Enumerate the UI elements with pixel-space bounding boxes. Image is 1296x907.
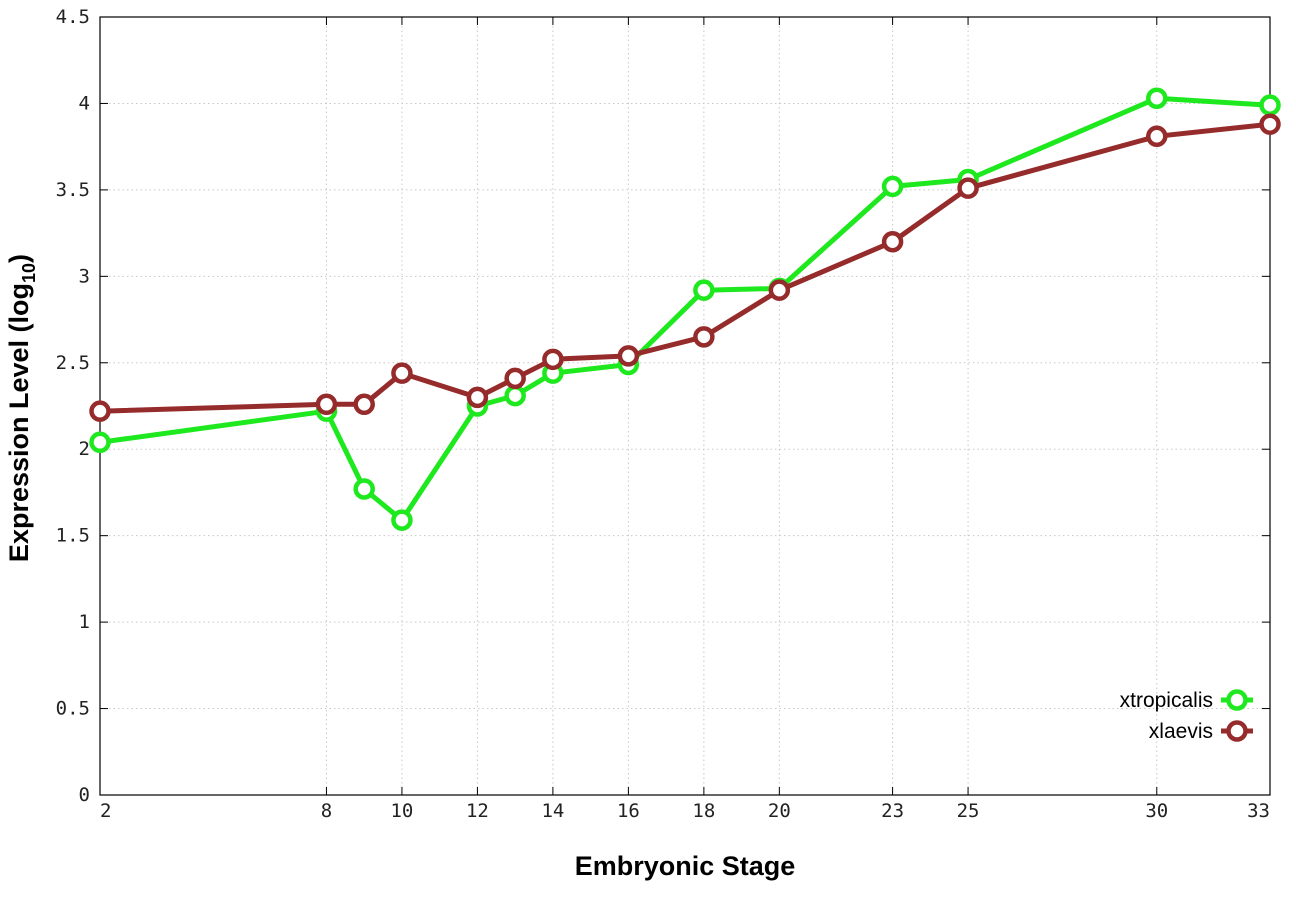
data-point-xlaevis xyxy=(768,279,791,301)
data-point-xlaevis xyxy=(466,386,489,409)
data-point-xtropicalis xyxy=(1259,94,1281,116)
series-xtropicalis xyxy=(89,87,1281,531)
legend-label-xlaevis: xlaevis xyxy=(1149,720,1213,743)
y-tick-label: 0 xyxy=(79,784,90,806)
y-axis-title: Expression Level (log10) xyxy=(4,254,39,562)
data-point-xtropicalis xyxy=(353,478,375,500)
data-point-xtropicalis xyxy=(504,384,526,407)
x-tick-label: 14 xyxy=(541,800,564,822)
data-point-xlaevis xyxy=(391,362,413,384)
y-axis-title-close: ) xyxy=(4,254,34,263)
y-axis-title-subscript: 10 xyxy=(19,263,39,283)
legend-label-xtropicalis: xtropicalis xyxy=(1120,689,1213,712)
y-tick-label: 4 xyxy=(79,92,90,114)
y-tick-label: 2.5 xyxy=(56,352,90,374)
x-tick-label: 2 xyxy=(100,800,111,822)
data-point-xtropicalis xyxy=(89,431,111,454)
series-xlaevis xyxy=(89,113,1281,422)
y-tick-label: 3 xyxy=(79,265,90,287)
data-point-xlaevis xyxy=(353,393,375,416)
x-tick-label: 23 xyxy=(881,800,904,822)
data-point-xlaevis xyxy=(1146,125,1168,148)
y-tick-label: 3.5 xyxy=(56,179,90,201)
data-point-xtropicalis xyxy=(391,509,413,531)
x-tick-label: 20 xyxy=(768,800,791,822)
x-tick-label: 33 xyxy=(1247,800,1270,822)
legend: xtropicalis xlaevis xyxy=(1120,689,1253,743)
data-point-xlaevis xyxy=(881,231,904,253)
data-point-xtropicalis xyxy=(881,175,904,198)
y-tick-label: 4.5 xyxy=(56,6,90,28)
x-tick-label: 18 xyxy=(692,800,715,822)
series-line-xlaevis xyxy=(99,121,1271,414)
series-line-xtropicalis xyxy=(99,95,1271,523)
data-point-xlaevis xyxy=(89,400,111,422)
data-point-xlaevis xyxy=(957,177,979,199)
x-tick-label: 30 xyxy=(1145,800,1168,822)
data-point-xlaevis xyxy=(315,393,338,416)
data-point-xtropicalis xyxy=(1146,87,1168,110)
y-axis-title-main: Expression Level (log xyxy=(4,283,34,562)
data-point-xlaevis xyxy=(693,326,715,348)
legend-swatch-marker-xtropicalis xyxy=(1226,689,1248,711)
x-tick-label: 25 xyxy=(957,800,980,822)
data-point-xlaevis xyxy=(504,367,526,390)
x-axis-title: Embryonic Stage xyxy=(575,851,796,881)
y-tick-label: 2 xyxy=(79,438,90,460)
y-tick-label: 0.5 xyxy=(56,698,90,720)
y-tick-label: 1 xyxy=(79,611,90,633)
data-point-xlaevis xyxy=(542,348,564,371)
series-layer xyxy=(89,87,1281,531)
data-point-xtropicalis xyxy=(693,279,715,301)
x-tick-label: 16 xyxy=(617,800,640,822)
x-tick-label: 8 xyxy=(321,800,332,822)
x-tick-label: 12 xyxy=(466,800,489,822)
y-tick-label: 1.5 xyxy=(56,525,90,547)
data-point-xlaevis xyxy=(617,345,640,367)
legend-swatch-marker-xlaevis xyxy=(1226,720,1248,742)
x-tick-label: 10 xyxy=(390,800,413,822)
data-point-xlaevis xyxy=(1259,113,1281,135)
grid-lines xyxy=(100,17,1270,795)
